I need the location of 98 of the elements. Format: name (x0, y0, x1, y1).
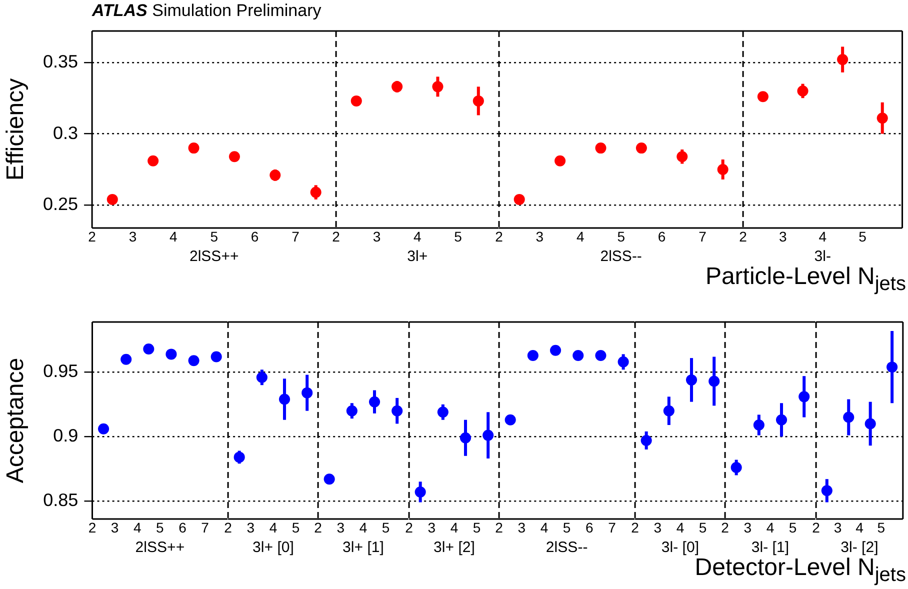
x-tick-label: 4 (359, 519, 368, 536)
x-tick-label: 6 (586, 519, 594, 536)
x-axis-title: 3l- [1] (752, 539, 790, 556)
y-tick-label: 0.9 (53, 426, 78, 446)
point (166, 348, 177, 360)
x-tick-label: 3 (653, 519, 662, 536)
x-tick-label: 3 (110, 519, 119, 536)
point (527, 350, 538, 361)
text: Detector-Level N$_{jets}$ (694, 554, 906, 586)
x-axis-title: 2lSS++ (135, 539, 185, 556)
x-tick-label: 5 (789, 519, 798, 536)
point (120, 354, 132, 365)
x-tick-label: 3 (427, 519, 436, 536)
point (188, 355, 200, 366)
point (636, 142, 647, 154)
x-tick-label: 5 (382, 519, 390, 536)
text: Particle-Level N$_{jets}$ (705, 263, 906, 295)
y-tick-label: 0.35 (42, 51, 78, 72)
y-axis-title: Acceptance (2, 358, 30, 484)
x-axis-title: 2lSS++ (190, 248, 239, 266)
x-tick-label: 2 (88, 228, 96, 244)
point (550, 344, 562, 356)
point (98, 423, 110, 434)
point (554, 155, 566, 166)
x-tick-label: 2 (739, 228, 748, 244)
x-tick-label: 2 (721, 519, 730, 536)
y-tick-label: 0.3 (53, 122, 78, 143)
x-axis-title: 3l- [0] (661, 539, 699, 556)
x-tick-label: 2 (88, 519, 96, 536)
x-tick-label: 5 (876, 519, 885, 536)
x-tick-label: 2 (314, 519, 322, 536)
point (572, 350, 584, 361)
x-tick-label: 2 (224, 519, 232, 536)
point (210, 351, 222, 362)
x-tick-label: 3 (779, 228, 788, 244)
x-axis-title: 3l+ [1] (342, 539, 384, 556)
x-axis-title: 3l+ [2] (433, 539, 474, 556)
x-axis-title: 2lSS-- (546, 539, 588, 556)
x-tick-label: 5 (858, 228, 867, 244)
point (504, 414, 516, 426)
point (143, 344, 154, 355)
x-axis-title: 3l+ (407, 248, 428, 266)
x-tick-label: 4 (676, 519, 684, 536)
point (188, 142, 200, 154)
x-tick-label: 4 (855, 519, 864, 536)
x-tick-label: 6 (250, 228, 259, 244)
x-tick-label: 3 (336, 519, 345, 536)
x-tick-label: 5 (472, 519, 480, 536)
point (595, 350, 606, 361)
x-tick-label: 5 (617, 228, 626, 244)
y-tick-label: 0.85 (43, 490, 78, 510)
x-tick-label: 3 (128, 228, 137, 244)
x-tick-label: 3 (833, 519, 842, 536)
x-tick-label: 7 (292, 228, 300, 244)
x-tick-label: 6 (658, 228, 666, 244)
x-tick-label: 2 (630, 519, 639, 536)
x-tick-label: 2 (812, 519, 820, 536)
y-tick-label: 0.25 (42, 194, 78, 214)
x-tick-label: 5 (698, 519, 707, 536)
x-tick-label: 2 (332, 228, 340, 244)
y-tick-label: 0.95 (43, 361, 78, 382)
x-tick-label: 4 (576, 228, 584, 244)
x-tick-label: 3 (246, 519, 254, 536)
point (228, 151, 240, 162)
x-tick-label: 2 (495, 228, 504, 244)
point (148, 155, 159, 166)
x-tick-label: 3 (536, 228, 544, 244)
x-axis-title: 3l- [2] (840, 539, 878, 556)
x-tick-label: 4 (450, 519, 458, 536)
x-tick-label: 6 (178, 519, 187, 536)
x-tick-label: 2 (495, 519, 504, 536)
x-tick-label: 7 (608, 519, 616, 536)
x-axis-title: 2lSS-- (600, 248, 642, 266)
x-tick-label: 4 (133, 519, 142, 536)
x-tick-label: 4 (170, 228, 178, 244)
point (514, 194, 525, 205)
x-tick-label: 4 (414, 228, 422, 244)
x-tick-label: 3 (744, 519, 752, 536)
x-tick-label: 2 (404, 519, 413, 536)
x-tick-label: 4 (766, 519, 774, 536)
x-tick-label: 3 (518, 519, 526, 536)
y-axis-title: Efficiency (2, 78, 30, 181)
x-axis-title: 3l- (814, 248, 832, 266)
x-tick-label: 5 (156, 519, 164, 536)
point (106, 194, 118, 205)
chart-title: ATLAS Simulation Preliminary (92, 1, 322, 21)
x-axis-title: 3l+ [0] (252, 539, 294, 556)
x-tick-label: 7 (201, 519, 210, 536)
x-tick-label: 3 (373, 228, 382, 244)
x-tick-label: 4 (818, 228, 827, 244)
point (595, 142, 606, 154)
x-tick-label: 4 (540, 519, 548, 536)
x-tick-label: 5 (562, 519, 571, 536)
x-tick-label: 5 (210, 228, 218, 244)
x-tick-label: 5 (454, 228, 462, 244)
x-tick-label: 4 (268, 519, 277, 536)
x-tick-label: 7 (698, 228, 707, 244)
x-tick-label: 5 (292, 519, 300, 536)
